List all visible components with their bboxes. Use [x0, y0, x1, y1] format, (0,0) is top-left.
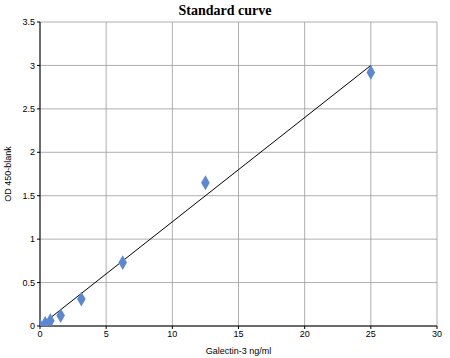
svg-text:0: 0 [37, 329, 42, 339]
svg-text:1.5: 1.5 [22, 191, 35, 201]
svg-text:0.5: 0.5 [22, 278, 35, 288]
svg-text:1: 1 [30, 234, 35, 244]
svg-text:10: 10 [167, 329, 177, 339]
svg-text:30: 30 [432, 329, 442, 339]
svg-text:OD 450-blank: OD 450-blank [8, 146, 13, 202]
svg-text:5: 5 [104, 329, 109, 339]
html-text:Standard curve: Standard curve [178, 3, 272, 18]
svg-text:25: 25 [366, 329, 376, 339]
svg-text:0: 0 [30, 321, 35, 331]
svg-text:2: 2 [30, 147, 35, 157]
svg-text:20: 20 [300, 329, 310, 339]
svg-text:Galectin-3 ng/ml: Galectin-3 ng/ml [206, 346, 272, 356]
svg-text:2.5: 2.5 [22, 104, 35, 114]
svg-text:3.5: 3.5 [22, 17, 35, 27]
svg-text:15: 15 [233, 329, 243, 339]
svg-text:3: 3 [30, 61, 35, 71]
